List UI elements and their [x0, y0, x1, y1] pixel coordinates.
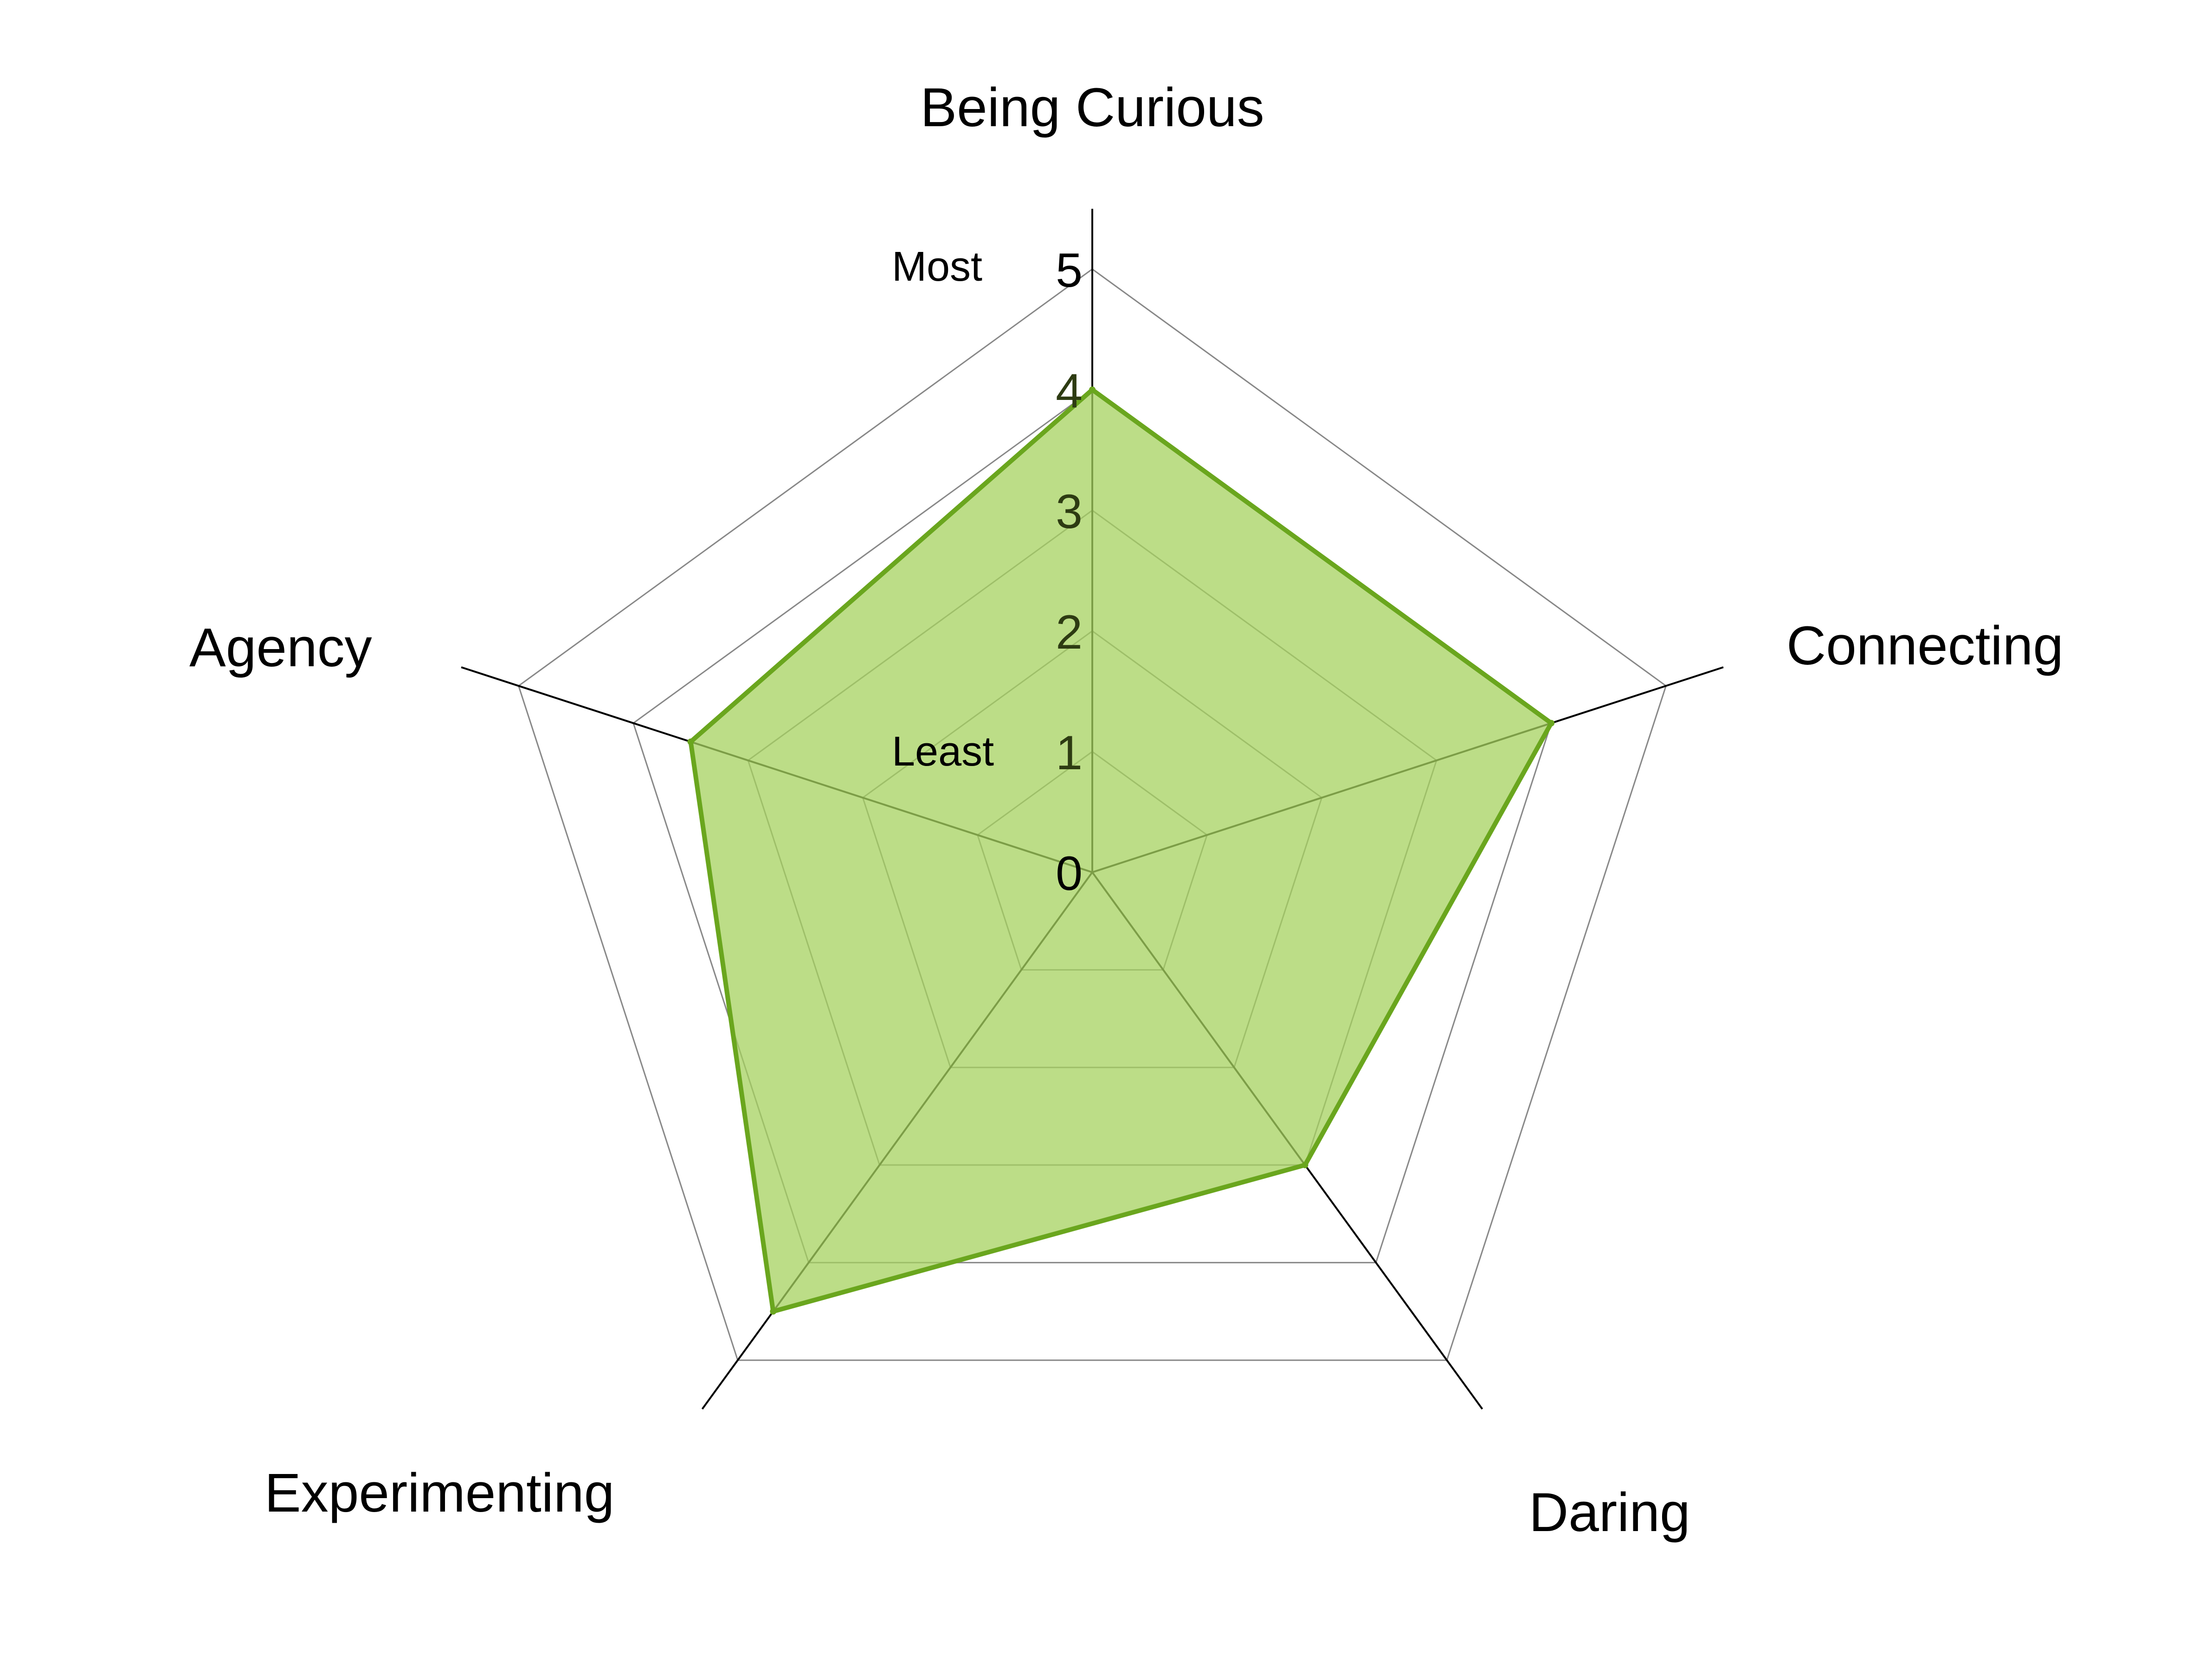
tick-label-1: 1: [1056, 726, 1083, 780]
data-point-2: [1302, 1162, 1309, 1169]
tick-label-4: 4: [1056, 364, 1083, 418]
axis-label-daring: Daring: [1529, 1482, 1690, 1543]
tick-label-2: 2: [1056, 605, 1083, 659]
axis-label-experimenting: Experimenting: [264, 1462, 614, 1524]
series-layer: [687, 386, 1555, 1315]
data-point-0: [1089, 386, 1096, 393]
axis-label-agency: Agency: [189, 617, 372, 678]
tick-label-5: 5: [1056, 244, 1083, 297]
data-point-3: [770, 1308, 777, 1315]
data-point-1: [1548, 720, 1555, 727]
series-area-0: [688, 386, 1554, 1314]
data-point-4: [687, 738, 694, 745]
axis-label-connecting: Connecting: [1786, 615, 2063, 676]
tick-label-0: 0: [1056, 847, 1083, 901]
label-layer: Being Curious Connecting Daring Experime…: [189, 77, 2063, 1543]
tick-layer: 0 1 2 3 4 5: [1056, 244, 1083, 901]
annotation-most: Most: [892, 244, 982, 290]
tick-label-3: 3: [1056, 485, 1083, 539]
axis-label-being-curious: Being Curious: [920, 77, 1264, 138]
annotation-least: Least: [892, 728, 994, 775]
grid-ring-5: [517, 268, 1667, 1361]
